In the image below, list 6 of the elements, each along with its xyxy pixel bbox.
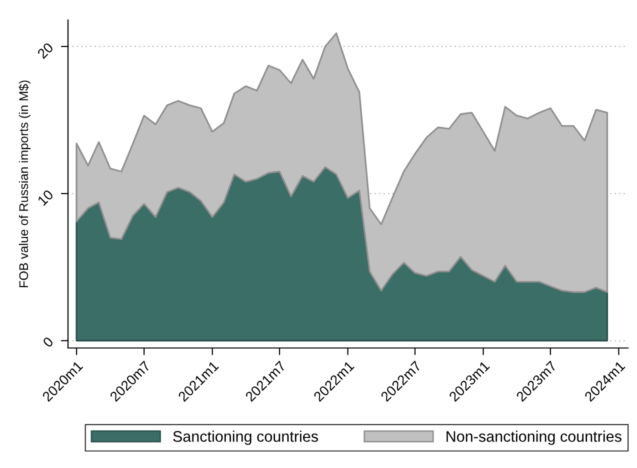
y-tick-label: 10 xyxy=(37,189,54,206)
y-tick-label: 20 xyxy=(36,42,54,60)
legend-label: Non-sanctioning countries xyxy=(446,430,622,445)
y-tick-label: 0 xyxy=(42,336,54,348)
y-axis-title: FOB value of Russian imports (in M$) xyxy=(18,80,31,288)
legend-label: Sanctioning countries xyxy=(173,430,318,445)
